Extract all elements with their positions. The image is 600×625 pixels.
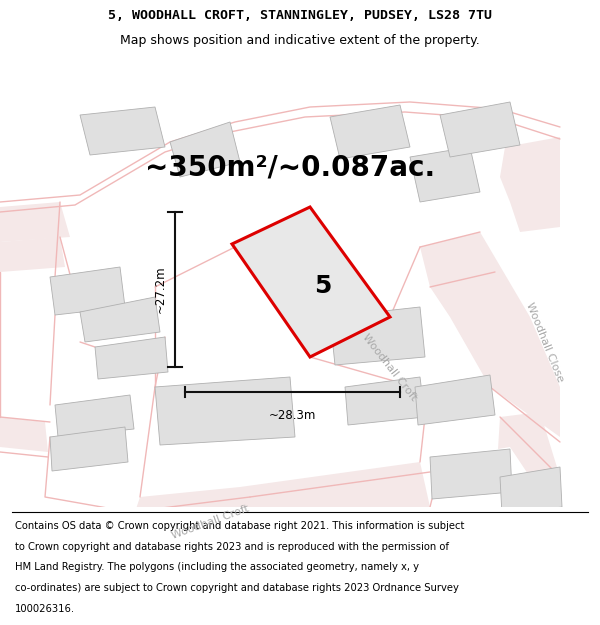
Text: ~27.2m: ~27.2m [154, 266, 167, 313]
Polygon shape [498, 412, 560, 477]
Polygon shape [240, 462, 430, 567]
Polygon shape [330, 105, 410, 159]
Text: Contains OS data © Crown copyright and database right 2021. This information is : Contains OS data © Crown copyright and d… [15, 521, 464, 531]
Polygon shape [80, 107, 165, 155]
Text: Map shows position and indicative extent of the property.: Map shows position and indicative extent… [120, 34, 480, 47]
Text: 5, WOODHALL CROFT, STANNINGLEY, PUDSEY, LS28 7TU: 5, WOODHALL CROFT, STANNINGLEY, PUDSEY, … [108, 9, 492, 22]
Polygon shape [170, 122, 240, 177]
Text: co-ordinates) are subject to Crown copyright and database rights 2023 Ordnance S: co-ordinates) are subject to Crown copyr… [15, 583, 459, 593]
Polygon shape [0, 417, 48, 452]
Polygon shape [330, 307, 425, 365]
Text: Woodhall Croft: Woodhall Croft [170, 503, 250, 541]
Polygon shape [80, 297, 160, 342]
Polygon shape [420, 232, 560, 437]
Polygon shape [95, 337, 168, 379]
Polygon shape [0, 237, 65, 272]
Polygon shape [500, 137, 560, 232]
Polygon shape [430, 449, 512, 499]
Polygon shape [50, 427, 128, 471]
Polygon shape [415, 375, 495, 425]
Polygon shape [232, 207, 390, 357]
Polygon shape [0, 202, 70, 242]
Polygon shape [155, 377, 295, 445]
Polygon shape [0, 487, 250, 567]
Text: HM Land Registry. The polygons (including the associated geometry, namely x, y: HM Land Registry. The polygons (includin… [15, 562, 419, 572]
Polygon shape [500, 467, 562, 515]
Polygon shape [50, 267, 125, 315]
Text: ~28.3m: ~28.3m [269, 409, 316, 422]
Text: 100026316.: 100026316. [15, 604, 75, 614]
Polygon shape [345, 377, 425, 425]
Text: Woodhall Close: Woodhall Close [524, 301, 566, 383]
Text: ~350m²/~0.087ac.: ~350m²/~0.087ac. [145, 153, 435, 181]
Text: to Crown copyright and database rights 2023 and is reproduced with the permissio: to Crown copyright and database rights 2… [15, 542, 449, 552]
Text: 5: 5 [314, 274, 331, 298]
Polygon shape [440, 102, 520, 157]
Polygon shape [410, 147, 480, 202]
Polygon shape [55, 395, 134, 437]
Text: Woodhall Croft: Woodhall Croft [361, 332, 419, 402]
